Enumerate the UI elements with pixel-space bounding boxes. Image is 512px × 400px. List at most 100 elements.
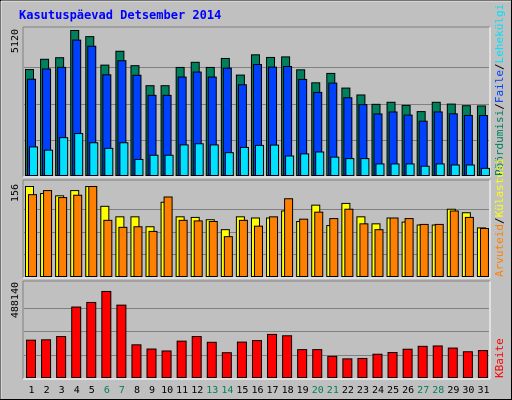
bar-pages: [74, 133, 84, 176]
bar-sites: [163, 196, 173, 277]
y-axis-max-label: 156: [10, 184, 21, 202]
visits-bars: [25, 186, 489, 278]
bar-pages: [330, 156, 340, 176]
day-label: 9: [149, 385, 155, 396]
day-label: 4: [74, 385, 80, 396]
day-label: 8: [134, 385, 140, 396]
day-label: 16: [251, 385, 263, 396]
bar-pages: [420, 165, 430, 176]
day-label: 20: [312, 385, 324, 396]
bar-kbytes: [146, 348, 157, 378]
bar-pages: [390, 163, 400, 176]
bar-sites: [28, 194, 37, 278]
bar-pages: [239, 146, 249, 176]
bar-kbytes: [101, 290, 112, 379]
day-label: 19: [297, 385, 309, 396]
day-label: 18: [282, 385, 294, 396]
legend-entry: Külastusi: [493, 158, 506, 218]
bar-kbytes: [312, 349, 323, 378]
day-label: 7: [119, 385, 125, 396]
bar-pages: [209, 144, 219, 176]
bar-pages: [270, 144, 280, 176]
bar-kbytes: [462, 351, 473, 379]
bar-pages: [104, 147, 114, 176]
day-label: 1: [29, 385, 35, 396]
bar-sites: [88, 186, 98, 277]
legend-bottom: KBaite: [493, 338, 506, 378]
bar-sites: [58, 197, 68, 277]
bar-sites: [148, 230, 158, 278]
legend-entry: KBaite: [493, 338, 506, 378]
bar-sites: [479, 228, 489, 277]
bar-sites: [404, 218, 414, 277]
bar-sites: [449, 210, 459, 277]
y-axis-max-label: 5120: [10, 29, 21, 53]
day-label: 30: [462, 385, 474, 396]
day-label: 24: [372, 385, 384, 396]
bar-sites: [118, 226, 128, 277]
day-label: 17: [267, 385, 279, 396]
chart-title: Kasutuspäevad Detsember 2014: [19, 8, 221, 22]
bar-pages: [224, 152, 234, 176]
bar-pages: [44, 149, 54, 176]
day-label: 25: [387, 385, 399, 396]
bar-sites: [299, 218, 309, 278]
bar-sites: [284, 198, 294, 277]
day-label: 14: [221, 385, 233, 396]
bar-pages: [119, 142, 129, 176]
bar-pages: [59, 137, 69, 176]
bar-pages: [134, 158, 144, 176]
hits-bars: [25, 29, 490, 176]
bar-sites: [419, 223, 429, 278]
bar-sites: [329, 218, 339, 277]
bar-kbytes: [176, 340, 187, 379]
bar-pages: [345, 158, 355, 176]
bar-pages: [285, 155, 295, 176]
day-label: 31: [477, 385, 489, 396]
bar-sites: [73, 194, 83, 277]
bar-files: [478, 115, 488, 176]
bar-kbytes: [86, 301, 97, 379]
y-axis-max-label: 488140: [10, 282, 21, 318]
bar-kbytes: [477, 350, 488, 379]
bar-kbytes: [221, 352, 232, 378]
bar-sites: [344, 208, 354, 277]
bar-pages: [29, 146, 38, 176]
day-label: 3: [59, 385, 65, 396]
bar-sites: [223, 236, 233, 278]
bar-kbytes: [116, 304, 127, 379]
bar-sites: [314, 211, 324, 278]
day-label: 22: [342, 385, 354, 396]
bar-kbytes: [236, 341, 247, 379]
day-label: 6: [104, 385, 110, 396]
bar-pages: [149, 154, 159, 176]
bar-pages: [254, 144, 264, 176]
bar-sites: [133, 226, 143, 277]
bar-pages: [300, 153, 310, 176]
bar-pages: [465, 164, 475, 176]
bar-sites: [253, 225, 263, 278]
bar-pages: [179, 144, 189, 176]
bar-kbytes: [41, 339, 52, 378]
kbytes-bars: [26, 290, 488, 379]
legend-entry: /: [493, 217, 506, 224]
bar-kbytes: [372, 353, 383, 379]
bar-kbytes: [342, 358, 353, 378]
bar-sites: [434, 223, 444, 278]
bar-kbytes: [56, 336, 67, 378]
day-label: 21: [327, 385, 339, 396]
bar-sites: [359, 223, 369, 277]
bar-kbytes: [282, 335, 293, 378]
legend-entry: /: [493, 63, 506, 70]
bar-sites: [178, 219, 188, 277]
bar-kbytes: [206, 341, 217, 378]
bar-pages: [360, 158, 370, 176]
day-label: 11: [176, 385, 188, 396]
bar-kbytes: [402, 348, 413, 378]
bar-kbytes: [417, 345, 428, 378]
bar-kbytes: [251, 340, 262, 378]
day-label: 2: [44, 385, 50, 396]
day-label: 23: [357, 385, 369, 396]
